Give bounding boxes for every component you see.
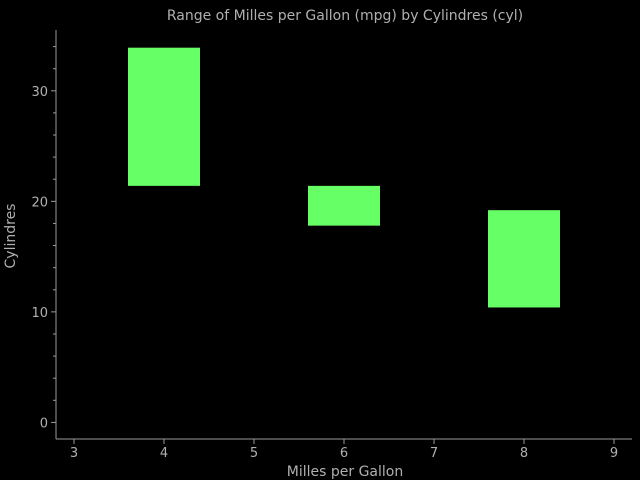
chart-title: Range of Milles per Gallon (mpg) by Cyli… bbox=[167, 8, 523, 24]
y-tick-label: 10 bbox=[31, 306, 48, 321]
x-tick-label: 7 bbox=[430, 446, 438, 461]
y-tick-label: 30 bbox=[31, 85, 48, 100]
y-tick-label: 20 bbox=[31, 195, 48, 210]
x-tick-label: 5 bbox=[250, 446, 258, 461]
x-tick-label: 6 bbox=[340, 446, 348, 461]
y-axis-label: Cylindres bbox=[3, 204, 19, 269]
x-axis-label: Milles per Gallon bbox=[287, 464, 403, 480]
x-tick-label: 3 bbox=[70, 446, 78, 461]
y-tick-label: 0 bbox=[40, 416, 48, 431]
bars-group bbox=[128, 47, 560, 308]
range-bar-cyl-4 bbox=[128, 47, 200, 186]
x-tick-label: 8 bbox=[520, 446, 528, 461]
x-tick-label: 9 bbox=[610, 446, 618, 461]
x-ticks-group: 3 4 5 6 7 8 9 bbox=[70, 439, 618, 461]
range-bar-cyl-8 bbox=[488, 210, 560, 308]
x-tick-label: 4 bbox=[160, 446, 168, 461]
y-ticks-group: 0 10 20 30 bbox=[31, 46, 56, 431]
range-bar-cyl-6 bbox=[308, 185, 380, 226]
